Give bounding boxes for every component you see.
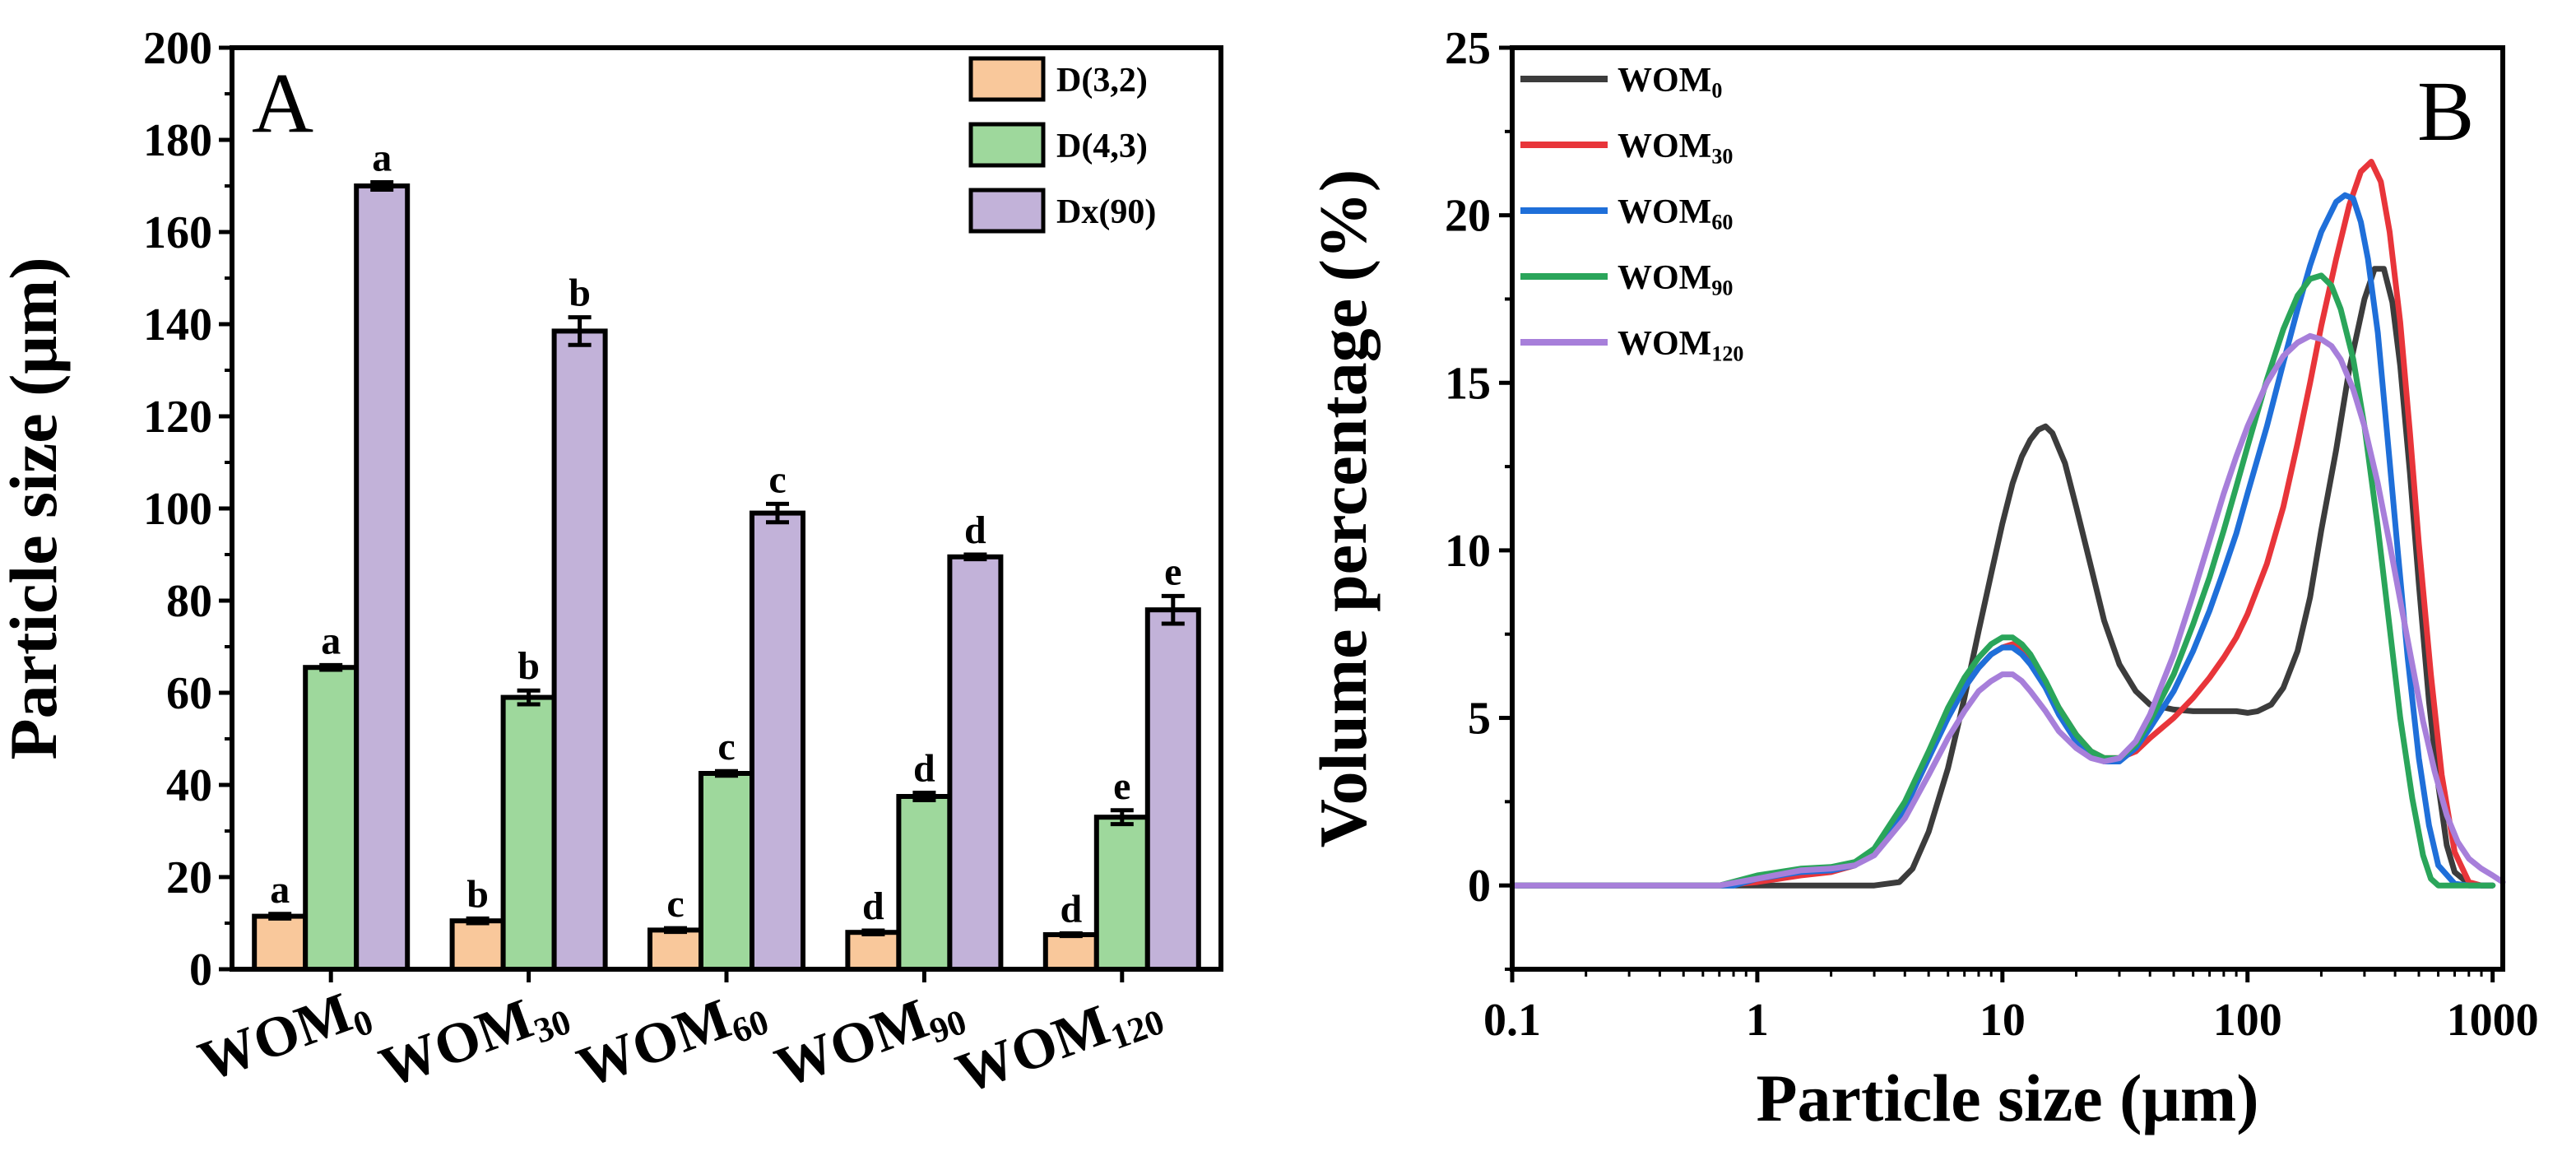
y-tick-label-b: 0 xyxy=(1468,861,1491,912)
category-label: WOM30 xyxy=(372,975,576,1105)
bar-D(3,2) xyxy=(252,913,309,972)
category-label: WOM0 xyxy=(191,975,378,1099)
bar-Dx(90) xyxy=(1144,607,1201,972)
y-tick-label-b: 15 xyxy=(1445,358,1491,409)
legend-label-a: Dx(90) xyxy=(1056,193,1156,231)
category-label: WOM120 xyxy=(949,975,1170,1112)
legend-swatch-a xyxy=(968,122,1046,168)
category-label-base: WOM xyxy=(191,981,360,1094)
category-label-base: WOM xyxy=(569,987,738,1101)
y-tick-label-a: 120 xyxy=(143,392,212,443)
legend-label-b: WOM60 xyxy=(1618,193,1733,234)
significance-letter: a xyxy=(270,868,290,912)
panel-b-frame xyxy=(1510,45,2505,972)
legend-label-a: D(4,3) xyxy=(1056,128,1148,165)
legend-label-a: D(3,2) xyxy=(1056,62,1148,100)
y-tick-label-b: 25 xyxy=(1445,23,1491,74)
significance-letter: e xyxy=(1164,550,1181,593)
category-label-base: WOM xyxy=(768,987,936,1101)
y-tick-label-a: 100 xyxy=(143,484,212,535)
y-tick-label-b: 5 xyxy=(1468,694,1491,745)
significance-letter: c xyxy=(666,882,684,926)
y-axis-title-b: Volume percentage (%) xyxy=(1306,169,1381,847)
y-tick-label-a: 160 xyxy=(143,207,212,258)
x-tick-label-b: 0.1 xyxy=(1483,995,1541,1046)
series-line-WOM0 xyxy=(1509,266,2496,889)
bar-Dx(90) xyxy=(750,510,805,972)
bar-D(4,3) xyxy=(500,694,557,972)
bar-Dx(90) xyxy=(947,554,1004,972)
x-tick-label-b: 1000 xyxy=(2447,995,2539,1046)
y-tick-label-a: 60 xyxy=(166,668,212,719)
category-label: WOM60 xyxy=(569,975,773,1105)
y-tick-label-a: 40 xyxy=(166,760,212,811)
x-tick-label-b: 10 xyxy=(1980,995,2026,1046)
bar-D(3,2) xyxy=(647,927,703,973)
significance-letter: c xyxy=(717,725,735,768)
legend-label-b: WOM90 xyxy=(1618,259,1733,299)
legend-label-b-base: WOM xyxy=(1618,325,1711,363)
legend-label-b-sub: 60 xyxy=(1711,210,1733,234)
legend-swatch-a xyxy=(968,188,1046,234)
significance-letter: a xyxy=(372,137,392,180)
legend-label-b-sub: 0 xyxy=(1711,78,1722,102)
panel-label-b: B xyxy=(2417,64,2474,159)
significance-letter: a xyxy=(321,619,341,662)
significance-letter: b xyxy=(466,872,489,916)
bar-D(4,3) xyxy=(1093,815,1150,973)
legend-label-b-base: WOM xyxy=(1618,128,1711,165)
y-tick-label-b: 20 xyxy=(1445,191,1491,242)
x-tick-label-b: 1 xyxy=(1746,995,1769,1046)
legend-label-b-base: WOM xyxy=(1618,193,1711,231)
legend-label-b-base: WOM xyxy=(1618,62,1711,100)
significance-letter: d xyxy=(862,884,884,928)
significance-letter: d xyxy=(964,508,986,552)
bar-D(4,3) xyxy=(303,665,360,972)
series-line-WOM90 xyxy=(1509,272,2496,889)
y-tick-label-a: 180 xyxy=(143,115,212,166)
legend-label-b: WOM0 xyxy=(1618,62,1722,102)
legend-label-b: WOM120 xyxy=(1618,325,1743,365)
legend-label-b-sub: 30 xyxy=(1711,144,1733,168)
significance-letter: e xyxy=(1113,764,1130,808)
y-tick-label-b: 10 xyxy=(1445,526,1491,577)
significance-letter: c xyxy=(768,457,786,501)
bar-D(3,2) xyxy=(1042,932,1099,972)
x-axis-title-b: Particle size (μm) xyxy=(1756,1061,2258,1135)
panel-a-bar-chart: 0 20 40 60 80 100 120 140 160 180 200 Particle size… xyxy=(0,23,1223,1112)
legend-label-b-sub: 120 xyxy=(1711,341,1743,365)
category-label-base: WOM xyxy=(372,987,541,1101)
legend-swatch-a xyxy=(968,56,1046,102)
category-label-base: WOM xyxy=(949,993,1117,1107)
panel-label-a: A xyxy=(252,56,313,151)
bar-D(3,2) xyxy=(845,930,902,972)
y-tick-label-a: 140 xyxy=(143,299,212,351)
category-label: WOM90 xyxy=(768,975,972,1105)
bar-D(4,3) xyxy=(699,771,754,972)
y-tick-label-a: 20 xyxy=(166,852,212,903)
y-tick-label-a: 0 xyxy=(189,945,212,996)
series-line-WOM120 xyxy=(1509,332,2506,889)
bar-D(3,2) xyxy=(449,918,506,972)
bar-D(4,3) xyxy=(896,794,953,972)
bar-Dx(90) xyxy=(551,328,608,972)
significance-letter: b xyxy=(518,644,540,688)
y-axis-title-a: Particle size (μm) xyxy=(0,257,71,759)
y-tick-label-a: 200 xyxy=(143,23,212,74)
legend-label-b: WOM30 xyxy=(1618,128,1733,168)
legend-label-b-sub: 90 xyxy=(1711,276,1733,299)
series-line-WOM60 xyxy=(1509,192,2496,889)
significance-letter: d xyxy=(1060,887,1082,931)
significance-letter: d xyxy=(913,747,935,791)
x-tick-label-b: 100 xyxy=(2213,995,2282,1046)
bar-Dx(90) xyxy=(354,183,411,972)
significance-letter: b xyxy=(569,272,591,315)
legend-label-b-base: WOM xyxy=(1618,259,1711,297)
y-tick-label-a: 80 xyxy=(166,576,212,627)
panel-b-line-chart: 0.1 1 10 100 1000 0 5 10 15 20 25 Particle size (μm… xyxy=(1306,23,2539,1135)
